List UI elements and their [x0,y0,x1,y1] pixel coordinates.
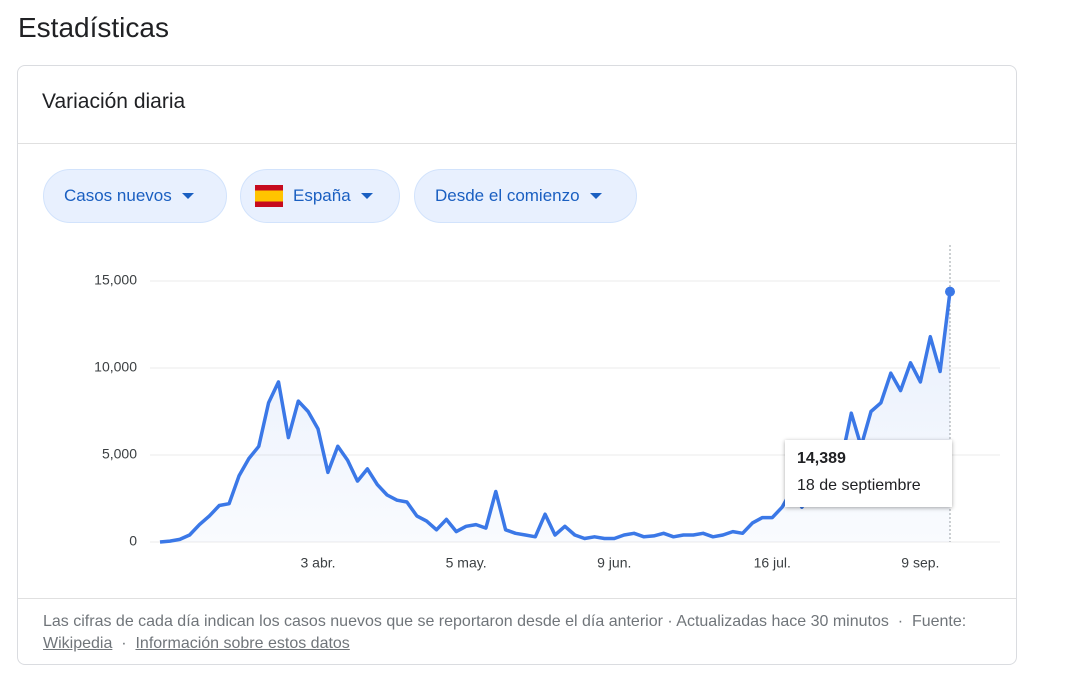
card-title: Variación diaria [42,90,186,113]
chip-label: Desde el comienzo [435,186,580,205]
card [17,65,1017,665]
tooltip-value: 14,389 [797,450,846,467]
chip-label: España [293,186,351,205]
divider [18,598,1016,599]
chip-label: Casos nuevos [64,186,172,205]
page-title: Estadísticas [18,12,169,43]
y-tick-label: 5,000 [102,446,137,462]
separator: · [897,613,904,630]
area [160,291,950,542]
caret [181,193,194,199]
x-tick-label: 3 abr. [300,555,335,571]
source-link[interactable]: Wikipedia [43,635,113,652]
flag [255,185,283,207]
y-tick-label: 15,000 [94,272,137,288]
footer-text: Las cifras de cada día indican los casos… [43,613,889,630]
x-tick-label: 16 jul. [754,555,791,571]
source-label: Fuente: [911,613,967,630]
tooltip-date: 18 de septiembre [797,477,921,494]
info-link[interactable]: Información sobre estos datos [135,635,350,652]
x-tick-label: 9 jun. [597,555,631,571]
x-tick-label: 9 sep. [901,555,939,571]
chart: 0 5,000 10,000 15,000 3 abr. 5 may. 9 jun. 16 j… [94,245,1000,571]
tooltip: 14,389 18 de septiembre [785,440,952,507]
hover-point [945,286,955,297]
caret [360,193,373,199]
range-chip[interactable]: Desde el comienzo [414,169,637,223]
y-tick-label: 10,000 [94,359,137,375]
y-tick-label: 0 [129,533,137,549]
country-chip[interactable]: España [240,169,400,223]
metric-chip[interactable]: Casos nuevos [43,169,227,223]
separator: · [121,635,127,652]
caret [589,193,602,199]
x-tick-label: 5 may. [446,555,487,571]
divider [18,143,1016,144]
footer: Las cifras de cada día indican los casos… [43,611,973,655]
